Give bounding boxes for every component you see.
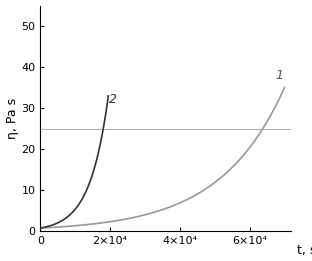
Text: 2: 2 [110,93,117,106]
X-axis label: t, s: t, s [297,244,312,257]
Y-axis label: η, Pa s: η, Pa s [6,98,18,139]
Text: 1: 1 [275,69,283,81]
